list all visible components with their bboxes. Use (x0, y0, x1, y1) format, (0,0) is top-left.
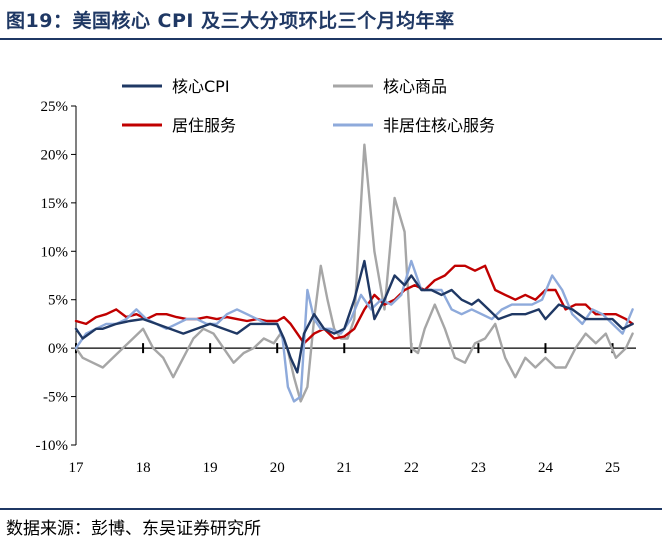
x-tick-label: 18 (136, 460, 151, 476)
top-rule (0, 38, 662, 40)
y-tick-label: 15% (41, 196, 69, 212)
bottom-rule (0, 508, 662, 510)
title-bar: 图19：美国核心 CPI 及三大分项环比三个月均年率 (0, 0, 662, 40)
line-chart: 25% 20% 15% 10% 5% 0% -5% -10%17 18 19 20 21 22 23 24 2… (36, 77, 636, 476)
x-tick-label: 20 (270, 460, 285, 476)
x-tick-label: 25 (605, 460, 620, 476)
legend-label-3: 非居住核心服务 (383, 116, 495, 135)
x-tick-label: 24 (538, 460, 554, 476)
x-tick-label: 21 (337, 460, 352, 476)
x-tick-label: 22 (404, 460, 419, 476)
y-tick-label: 5% (48, 293, 68, 309)
figure-title: 图19：美国核心 CPI 及三大分项环比三个月均年率 (6, 10, 455, 32)
series-line-2 (74, 264, 634, 345)
series-line-0 (74, 259, 634, 374)
x-tick-label: 17 (69, 460, 85, 476)
y-tick-label: 10% (41, 244, 69, 260)
x-tick-label: 23 (471, 460, 486, 476)
series-line-1 (74, 143, 634, 403)
legend-label-2: 居住服务 (172, 116, 236, 135)
y-tick-label: 25% (41, 99, 69, 115)
y-tick-label: 0% (48, 341, 68, 357)
x-tick-label: 19 (203, 460, 218, 476)
legend-label-1: 核心商品 (383, 77, 447, 96)
data-source: 数据来源：彭博、东吴证券研究所 (6, 519, 261, 539)
y-tick-label: -10% (36, 438, 69, 454)
y-tick-label: 20% (41, 147, 69, 163)
y-tick-label: -5% (43, 390, 68, 406)
series-line-3 (74, 259, 634, 403)
plot-area: 25% 20% 15% 10% 5% 0% -5% -10%17 18 19 20 21 22 23 24 2… (36, 99, 636, 476)
legend-label-0: 核心CPI (172, 77, 230, 96)
